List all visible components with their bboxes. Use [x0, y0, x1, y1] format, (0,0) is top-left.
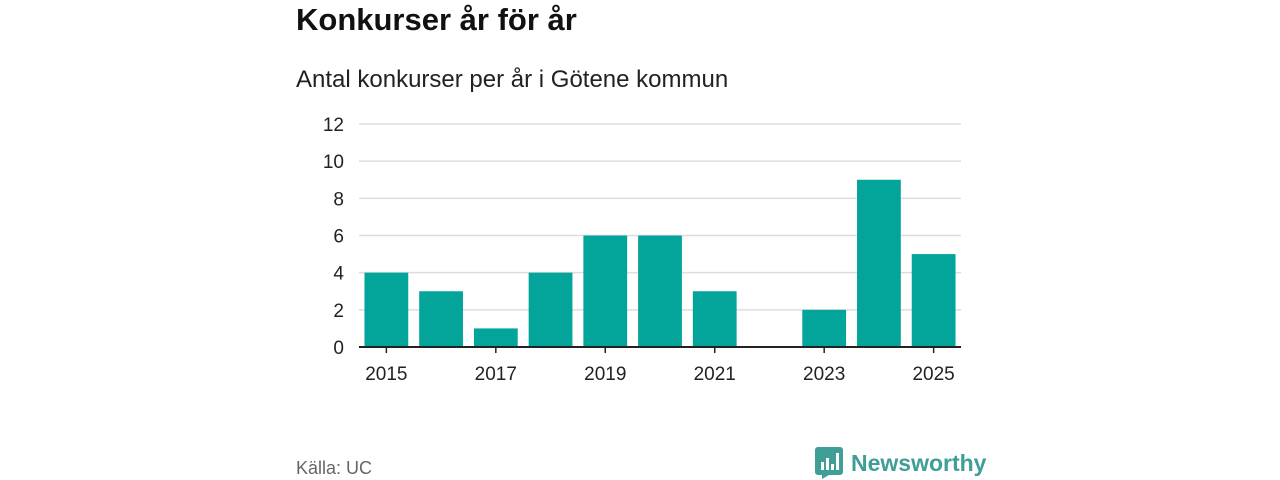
bar — [364, 272, 409, 347]
bar — [473, 328, 518, 347]
y-tick-label: 0 — [333, 338, 344, 359]
source-note: Källa: UC — [296, 458, 373, 478]
bar-chart-speech-bubble-icon — [815, 447, 843, 479]
x-tick-label: 2015 — [365, 364, 407, 385]
bar — [857, 179, 901, 347]
y-tick-label: 8 — [333, 189, 344, 210]
x-tick-label: 2021 — [694, 364, 736, 385]
y-tick-label: 2 — [333, 301, 344, 322]
bar — [638, 235, 682, 347]
bars — [364, 179, 956, 347]
axes: 0 2 4 6 8 10 12 2015 2017 2019 2021 2023 2025 — [323, 115, 961, 385]
bar — [528, 272, 573, 347]
x-tick-label: 2019 — [584, 364, 626, 385]
bar-chart: 0 2 4 6 8 10 12 2015 2017 2019 2021 2023 2025 — [323, 115, 961, 385]
brand-logo: Newsworthy — [815, 447, 986, 479]
bar — [911, 254, 956, 347]
chart-subtitle: Antal konkurser per år i Götene kommun — [296, 66, 729, 93]
y-tick-label: 12 — [323, 115, 344, 136]
x-tick-label: 2023 — [803, 364, 845, 385]
bar — [583, 235, 628, 347]
x-tick-label: 2017 — [475, 364, 517, 385]
bar — [802, 309, 847, 347]
chart-title: Konkurser år för år — [296, 2, 577, 37]
bar — [419, 291, 463, 347]
brand-name: Newsworthy — [851, 449, 987, 476]
y-tick-label: 6 — [333, 227, 344, 248]
y-tick-label: 4 — [333, 264, 344, 285]
x-tick-label: 2025 — [912, 364, 954, 385]
y-tick-label: 10 — [323, 152, 344, 173]
bar — [692, 291, 737, 347]
